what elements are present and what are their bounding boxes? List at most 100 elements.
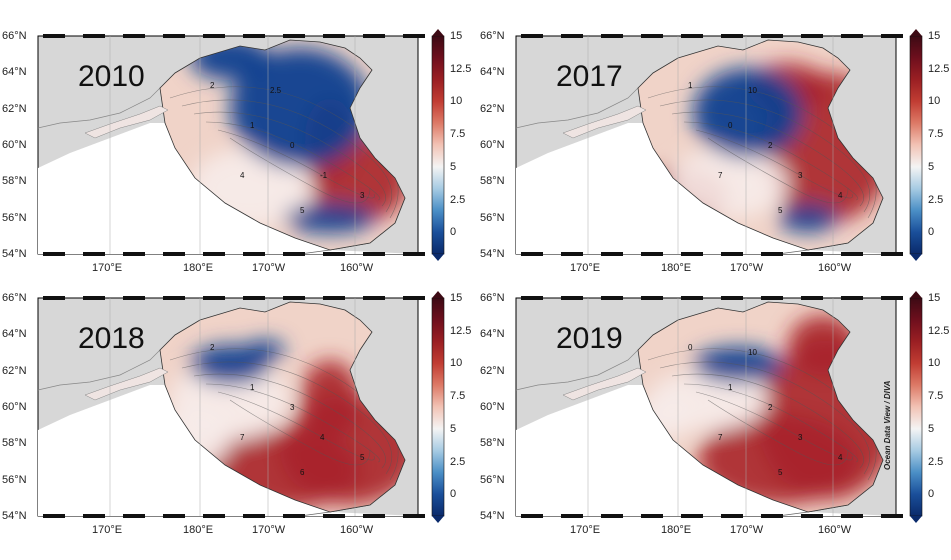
latitude-tick-label: 60°N [480, 401, 505, 413]
contour-label: 3 [798, 171, 803, 180]
contour-label: -1 [320, 171, 328, 180]
colorbar-tick-label: 5 [928, 160, 935, 173]
colorbar-tick-label: 2.5 [928, 455, 944, 468]
longitude-tick-label: 180°E [183, 262, 214, 274]
contour-label: 2 [210, 81, 215, 90]
contour-label: 0 [728, 121, 733, 130]
contour-label: 5 [300, 206, 305, 215]
colorbar-tick-label: 0 [928, 226, 935, 239]
map-panel-2010: 2 1 0 -1 3 5 4 2.5 2010 66°N 64°N 62°N 60°N 58°N 56°N 5… [0, 28, 472, 298]
colorbar-tick-label: 5 [450, 160, 457, 173]
latitude-tick-label: 66°N [2, 292, 27, 304]
contour-label: 7 [718, 433, 723, 442]
colorbar-tick-label: 10 [928, 95, 941, 108]
panel-year-label: 2019 [556, 322, 623, 355]
colorbar-tick-label: 15 [450, 292, 463, 304]
colorbar-tick-label: 15 [450, 30, 463, 42]
latitude-tick-label: 56°N [480, 473, 505, 486]
latitude-tick-label: 56°N [480, 211, 505, 224]
longitude-tick-label: 160°W [340, 262, 374, 274]
latitude-tick-label: 62°N [480, 102, 505, 115]
open-ocean [516, 123, 896, 254]
longitude-tick-label: 170°E [570, 262, 601, 274]
latitude-tick-label: 60°N [2, 401, 27, 413]
contour-label: 6 [300, 468, 305, 477]
colorbar [431, 297, 445, 517]
latitude-tick-label: 60°N [480, 139, 505, 151]
longitude-tick-label: 180°E [183, 524, 214, 536]
latitude-tick-label: 54°N [480, 510, 505, 522]
colorbar-tick-label: 7.5 [450, 390, 466, 403]
colorbar [431, 35, 445, 255]
colorbar-tick-label: 15 [928, 30, 941, 42]
longitude-tick-label: 180°E [661, 524, 692, 536]
longitude-tick-label: 170°W [730, 262, 764, 274]
contour-label: 0 [688, 343, 693, 352]
open-ocean [516, 385, 896, 516]
colorbar-tick-label: 12.5 [450, 324, 472, 337]
map-svg: 2 1 3 4 5 6 7 [37, 291, 445, 523]
latitude-tick-label: 66°N [2, 30, 27, 42]
longitude-tick-label: 170°W [252, 524, 286, 536]
colorbar-tick-label: 0 [450, 488, 457, 501]
longitude-tick-label: 170°E [92, 524, 123, 536]
latitude-tick-label: 64°N [2, 66, 27, 79]
panel-year-label: 2010 [78, 60, 145, 93]
contour-label: 3 [798, 433, 803, 442]
contour-label: 2 [768, 403, 773, 412]
latitude-tick-label: 58°N [2, 437, 27, 450]
contour-label: 2 [768, 141, 773, 150]
contour-label: 1 [250, 383, 255, 392]
longitude-tick-label: 160°W [340, 524, 374, 536]
contour-label: 7 [240, 433, 245, 442]
contour-label: 1 [728, 383, 733, 392]
latitude-tick-label: 62°N [2, 102, 27, 115]
colorbar-tick-label: 7.5 [928, 390, 944, 403]
contour-label: 4 [320, 433, 325, 442]
latitude-tick-label: 66°N [480, 292, 505, 304]
latitude-tick-label: 58°N [480, 175, 505, 188]
colorbar-tick-label: 5 [450, 422, 457, 435]
contour-label: 5 [778, 468, 783, 477]
longitude-tick-label: 170°W [730, 524, 764, 536]
colorbar-tick-label: 2.5 [450, 193, 466, 206]
panel-year-label: 2017 [556, 60, 623, 93]
latitude-tick-label: 64°N [480, 328, 505, 341]
map-panel-2018: 2 1 3 4 5 6 7 2018 66°N 64°N 62°N 60°N 58°N 56°N 54°N 1… [0, 290, 472, 560]
latitude-tick-label: 54°N [2, 248, 27, 260]
contour-label: 5 [778, 206, 783, 215]
colorbar-tick-label: 2.5 [450, 455, 466, 468]
data-credit: Ocean Data View / DIVA [883, 380, 892, 470]
colorbar-tick-label: 15 [928, 292, 941, 304]
contour-label: 0 [290, 141, 295, 150]
colorbar-tick-label: 0 [450, 226, 457, 239]
colorbar-tick-label: 10 [450, 95, 463, 108]
open-ocean [38, 123, 418, 254]
colorbar-tick-label: 5 [928, 422, 935, 435]
colorbar-tick-label: 10 [450, 357, 463, 370]
contour-label: 10 [748, 348, 757, 357]
longitude-tick-label: 170°W [252, 262, 286, 274]
colorbar-tick-label: 0 [928, 488, 935, 501]
longitude-tick-label: 170°E [570, 524, 601, 536]
longitude-tick-label: 180°E [661, 262, 692, 274]
colorbar-tick-label: 12.5 [450, 62, 472, 75]
latitude-tick-label: 56°N [2, 473, 27, 486]
longitude-tick-label: 160°W [818, 524, 852, 536]
latitude-tick-label: 64°N [480, 66, 505, 79]
map-panel-2017: 1 0 2 3 4 5 7 10 2017 66°N 64°N 62°N 60°N 58°N 56°N 54°… [478, 28, 949, 298]
contour-label: 4 [240, 171, 245, 180]
contour-label: 10 [748, 86, 757, 95]
contour-label: 1 [688, 81, 693, 90]
latitude-tick-label: 58°N [480, 437, 505, 450]
colorbar-tick-label: 7.5 [928, 128, 944, 141]
longitude-tick-label: 170°E [92, 262, 123, 274]
longitude-tick-label: 160°W [818, 262, 852, 274]
latitude-tick-label: 64°N [2, 328, 27, 341]
map-svg: 0 1 2 3 4 5 7 10 [515, 291, 923, 523]
latitude-tick-label: 62°N [480, 364, 505, 377]
latitude-tick-label: 58°N [2, 175, 27, 188]
colorbar [909, 35, 923, 255]
latitude-tick-label: 54°N [2, 510, 27, 522]
